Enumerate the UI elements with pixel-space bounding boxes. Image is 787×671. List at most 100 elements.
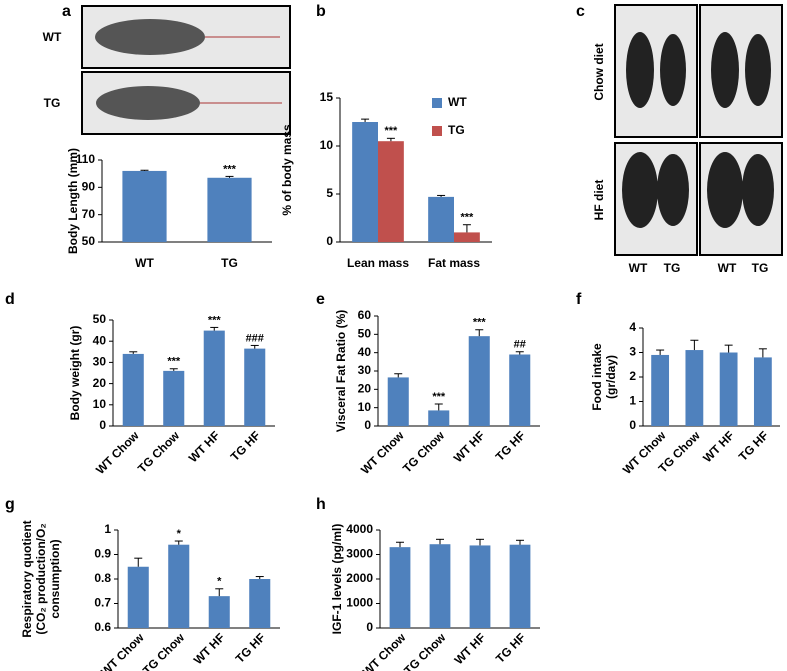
x-tick-label: TG [221, 256, 238, 270]
error-bar [656, 349, 665, 355]
significance: * [217, 576, 222, 588]
y-tick-label: 4 [629, 320, 636, 334]
x-tick-label: TG Chow [400, 428, 448, 476]
x-tick-label: Fat mass [428, 256, 480, 270]
x-tick-label: TG HF [493, 630, 528, 665]
significance: * [177, 528, 182, 540]
y-axis-label: IGF-1 levels (pg/ml) [330, 524, 344, 635]
x-tick-label: WT HF [451, 428, 488, 465]
panel-label: e [316, 291, 325, 308]
y-tick-label: 70 [82, 207, 96, 221]
bar [429, 544, 451, 628]
panel-label: c [576, 3, 585, 20]
y-tick-label: 0.6 [94, 620, 111, 634]
bar [651, 354, 670, 426]
x-tick-label: WT HF [700, 428, 737, 465]
y-tick-label: 50 [93, 312, 107, 326]
panel-label: f [576, 291, 582, 308]
y-tick-label: 2 [629, 369, 636, 383]
legend-label: TG [448, 123, 465, 137]
y-tick-label: 60 [358, 308, 372, 322]
mouse [742, 154, 774, 226]
significance: *** [473, 317, 487, 329]
significance: ## [514, 339, 526, 351]
legend-swatch [432, 98, 442, 108]
y-tick-label: 20 [93, 376, 107, 390]
bar [685, 350, 704, 426]
mouse [626, 32, 654, 108]
x-tick-label: WT [135, 256, 154, 270]
y-tick-label: 110 [76, 152, 96, 166]
panel-label: h [316, 496, 326, 513]
x-tick-label: TG HF [233, 630, 268, 665]
significance: ### [246, 332, 264, 344]
significance: *** [460, 212, 474, 224]
x-tick-label: WT Chow [98, 630, 147, 671]
x-tick-label: WT Chow [93, 428, 142, 477]
y-axis-label: % of body mass [280, 124, 294, 216]
y-tick-label: 40 [358, 345, 372, 359]
bar [468, 336, 490, 426]
x-tick-label: WT HF [452, 630, 489, 667]
y-tick-label: 1000 [346, 596, 373, 610]
y-tick-label: 40 [93, 333, 107, 347]
y-axis-label: Body weight (gr) [68, 326, 82, 421]
col-label: TG [664, 261, 681, 275]
bar [203, 330, 225, 426]
significance: *** [432, 391, 446, 403]
row-label: WT [43, 30, 62, 44]
error-bar [515, 351, 524, 355]
y-tick-label: 2000 [346, 571, 373, 585]
bar [753, 357, 772, 426]
x-tick-label: TG Chow [140, 630, 188, 671]
significance: *** [384, 125, 398, 137]
y-tick-label: 90 [82, 180, 96, 194]
significance: *** [223, 163, 237, 175]
photo-panel-a [81, 5, 291, 135]
x-tick-label: WT Chow [358, 428, 407, 477]
bar [168, 544, 190, 628]
bar [207, 177, 252, 242]
error-bar [169, 368, 178, 371]
y-tick-label: 1 [104, 522, 111, 536]
panel-label: d [5, 291, 15, 308]
y-tick-label: 0 [629, 418, 636, 432]
significance: *** [167, 356, 181, 368]
panel-label: b [316, 3, 326, 20]
error-bar [437, 194, 446, 197]
y-tick-label: 5 [326, 186, 333, 200]
row-label: HF diet [592, 180, 606, 221]
error-bar [475, 329, 484, 337]
bar [428, 410, 450, 426]
y-tick-label: 10 [358, 400, 372, 414]
y-axis-label: Food intake [590, 343, 604, 411]
error-bar [724, 344, 733, 353]
y-tick-label: 10 [320, 138, 334, 152]
x-tick-label: TG Chow [135, 428, 183, 476]
bar [244, 348, 266, 426]
error-bar [476, 538, 484, 546]
error-bar [361, 118, 370, 122]
y-axis-label: consumption) [48, 539, 62, 618]
x-tick-label: WT HF [191, 630, 228, 667]
error-bar [140, 169, 149, 171]
x-tick-label: WT Chow [360, 630, 409, 671]
error-bar [516, 539, 524, 545]
bar [122, 353, 144, 426]
error-bar [386, 137, 395, 142]
bar [387, 377, 409, 426]
panel-label: g [5, 496, 15, 513]
error-bar [174, 540, 183, 545]
y-tick-label: 50 [82, 234, 96, 248]
mouse [711, 32, 739, 108]
y-tick-label: 0.9 [94, 547, 111, 561]
mouse [707, 152, 743, 228]
bar [509, 354, 531, 426]
x-tick-label: TG Chow [401, 630, 449, 671]
y-tick-label: 0.7 [94, 596, 111, 610]
mouse [745, 34, 771, 106]
y-tick-label: 1 [629, 394, 636, 408]
mouse [660, 34, 686, 106]
y-tick-label: 0 [326, 234, 333, 248]
bar [428, 196, 454, 242]
